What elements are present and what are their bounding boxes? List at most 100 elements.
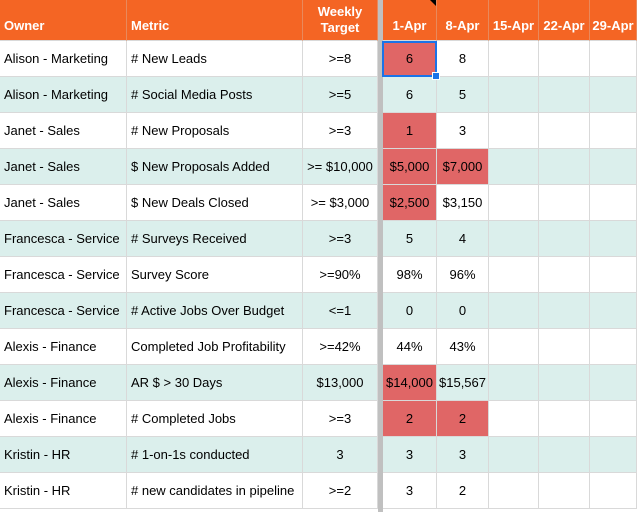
- week-3-value-cell[interactable]: [489, 257, 539, 293]
- owner-cell[interactable]: Francesca - Service: [0, 221, 127, 257]
- week-2-value-cell[interactable]: 96%: [437, 257, 489, 293]
- week-2-value-cell[interactable]: 2: [437, 401, 489, 437]
- week-1-value-cell[interactable]: 44%: [383, 329, 437, 365]
- week-1-value-cell[interactable]: 6: [383, 77, 437, 113]
- week-2-value-cell[interactable]: $3,150: [437, 185, 489, 221]
- metric-cell[interactable]: Completed Job Profitability: [127, 329, 303, 365]
- frozen-column-divider[interactable]: [378, 0, 383, 512]
- metric-cell[interactable]: # Active Jobs Over Budget: [127, 293, 303, 329]
- target-cell[interactable]: <=1: [303, 293, 378, 329]
- metric-cell[interactable]: # New Proposals: [127, 113, 303, 149]
- week-4-value-cell[interactable]: [539, 257, 590, 293]
- week-2-value-cell[interactable]: 3: [437, 113, 489, 149]
- metric-cell[interactable]: # new candidates in pipeline: [127, 473, 303, 509]
- week-4-value-cell[interactable]: [539, 293, 590, 329]
- week-3-value-cell[interactable]: [489, 77, 539, 113]
- metric-cell[interactable]: # New Leads: [127, 41, 303, 77]
- week-2-value-cell[interactable]: 2: [437, 473, 489, 509]
- week-5-value-cell[interactable]: [590, 77, 637, 113]
- target-cell[interactable]: >=2: [303, 473, 378, 509]
- week-4-value-cell[interactable]: [539, 473, 590, 509]
- owner-cell[interactable]: Janet - Sales: [0, 113, 127, 149]
- header-weekly-target[interactable]: Weekly Target: [303, 0, 378, 41]
- week-3-value-cell[interactable]: [489, 293, 539, 329]
- week-5-value-cell[interactable]: [590, 293, 637, 329]
- owner-cell[interactable]: Alexis - Finance: [0, 401, 127, 437]
- owner-cell[interactable]: Kristin - HR: [0, 437, 127, 473]
- week-2-value-cell[interactable]: 8: [437, 41, 489, 77]
- week-4-value-cell[interactable]: [539, 221, 590, 257]
- header-owner[interactable]: Owner: [0, 0, 127, 41]
- week-4-value-cell[interactable]: [539, 185, 590, 221]
- target-cell[interactable]: >=3: [303, 113, 378, 149]
- week-4-value-cell[interactable]: [539, 329, 590, 365]
- week-5-value-cell[interactable]: [590, 329, 637, 365]
- header-metric[interactable]: Metric: [127, 0, 303, 41]
- week-3-value-cell[interactable]: [489, 401, 539, 437]
- week-4-value-cell[interactable]: [539, 113, 590, 149]
- week-3-value-cell[interactable]: [489, 149, 539, 185]
- week-3-value-cell[interactable]: [489, 329, 539, 365]
- metric-cell[interactable]: # Completed Jobs: [127, 401, 303, 437]
- week-5-value-cell[interactable]: [590, 365, 637, 401]
- owner-cell[interactable]: Francesca - Service: [0, 257, 127, 293]
- week-5-value-cell[interactable]: [590, 113, 637, 149]
- week-5-value-cell[interactable]: [590, 149, 637, 185]
- week-1-value-cell[interactable]: $2,500: [383, 185, 437, 221]
- week-5-value-cell[interactable]: [590, 437, 637, 473]
- header-date-4[interactable]: 22-Apr: [539, 0, 590, 41]
- owner-cell[interactable]: Kristin - HR: [0, 473, 127, 509]
- owner-cell[interactable]: Alexis - Finance: [0, 365, 127, 401]
- week-4-value-cell[interactable]: [539, 401, 590, 437]
- week-3-value-cell[interactable]: [489, 41, 539, 77]
- fill-handle[interactable]: [432, 72, 440, 80]
- week-2-value-cell[interactable]: 3: [437, 437, 489, 473]
- owner-cell[interactable]: Janet - Sales: [0, 185, 127, 221]
- week-4-value-cell[interactable]: [539, 149, 590, 185]
- target-cell[interactable]: >=5: [303, 77, 378, 113]
- metric-cell[interactable]: $ New Deals Closed: [127, 185, 303, 221]
- week-5-value-cell[interactable]: [590, 473, 637, 509]
- metric-cell[interactable]: # Surveys Received: [127, 221, 303, 257]
- week-3-value-cell[interactable]: [489, 473, 539, 509]
- owner-cell[interactable]: Alison - Marketing: [0, 77, 127, 113]
- week-3-value-cell[interactable]: [489, 437, 539, 473]
- week-3-value-cell[interactable]: [489, 113, 539, 149]
- week-2-value-cell[interactable]: 4: [437, 221, 489, 257]
- week-1-value-cell[interactable]: 0: [383, 293, 437, 329]
- comment-indicator-icon[interactable]: [430, 0, 436, 6]
- week-5-value-cell[interactable]: [590, 185, 637, 221]
- owner-cell[interactable]: Janet - Sales: [0, 149, 127, 185]
- header-date-2[interactable]: 8-Apr: [437, 0, 489, 41]
- week-4-value-cell[interactable]: [539, 365, 590, 401]
- week-5-value-cell[interactable]: [590, 221, 637, 257]
- week-2-value-cell[interactable]: 5: [437, 77, 489, 113]
- week-1-value-cell[interactable]: $5,000: [383, 149, 437, 185]
- target-cell[interactable]: >= $10,000: [303, 149, 378, 185]
- target-cell[interactable]: >=3: [303, 401, 378, 437]
- metric-cell[interactable]: # Social Media Posts: [127, 77, 303, 113]
- target-cell[interactable]: >=90%: [303, 257, 378, 293]
- metric-cell[interactable]: Survey Score: [127, 257, 303, 293]
- metric-cell[interactable]: # 1-on-1s conducted: [127, 437, 303, 473]
- target-cell[interactable]: >=8: [303, 41, 378, 77]
- week-3-value-cell[interactable]: [489, 185, 539, 221]
- owner-cell[interactable]: Francesca - Service: [0, 293, 127, 329]
- week-5-value-cell[interactable]: [590, 41, 637, 77]
- week-2-value-cell[interactable]: 0: [437, 293, 489, 329]
- week-2-value-cell[interactable]: 43%: [437, 329, 489, 365]
- target-cell[interactable]: $13,000: [303, 365, 378, 401]
- week-4-value-cell[interactable]: [539, 41, 590, 77]
- metric-cell[interactable]: AR $ > 30 Days: [127, 365, 303, 401]
- metric-cell[interactable]: $ New Proposals Added: [127, 149, 303, 185]
- target-cell[interactable]: 3: [303, 437, 378, 473]
- week-1-value-cell[interactable]: 3: [383, 473, 437, 509]
- owner-cell[interactable]: Alison - Marketing: [0, 41, 127, 77]
- week-5-value-cell[interactable]: [590, 257, 637, 293]
- week-1-value-cell[interactable]: 98%: [383, 257, 437, 293]
- target-cell[interactable]: >= $3,000: [303, 185, 378, 221]
- week-1-value-cell[interactable]: 3: [383, 437, 437, 473]
- header-date-3[interactable]: 15-Apr: [489, 0, 539, 41]
- week-1-value-cell[interactable]: 6: [383, 41, 437, 77]
- week-4-value-cell[interactable]: [539, 77, 590, 113]
